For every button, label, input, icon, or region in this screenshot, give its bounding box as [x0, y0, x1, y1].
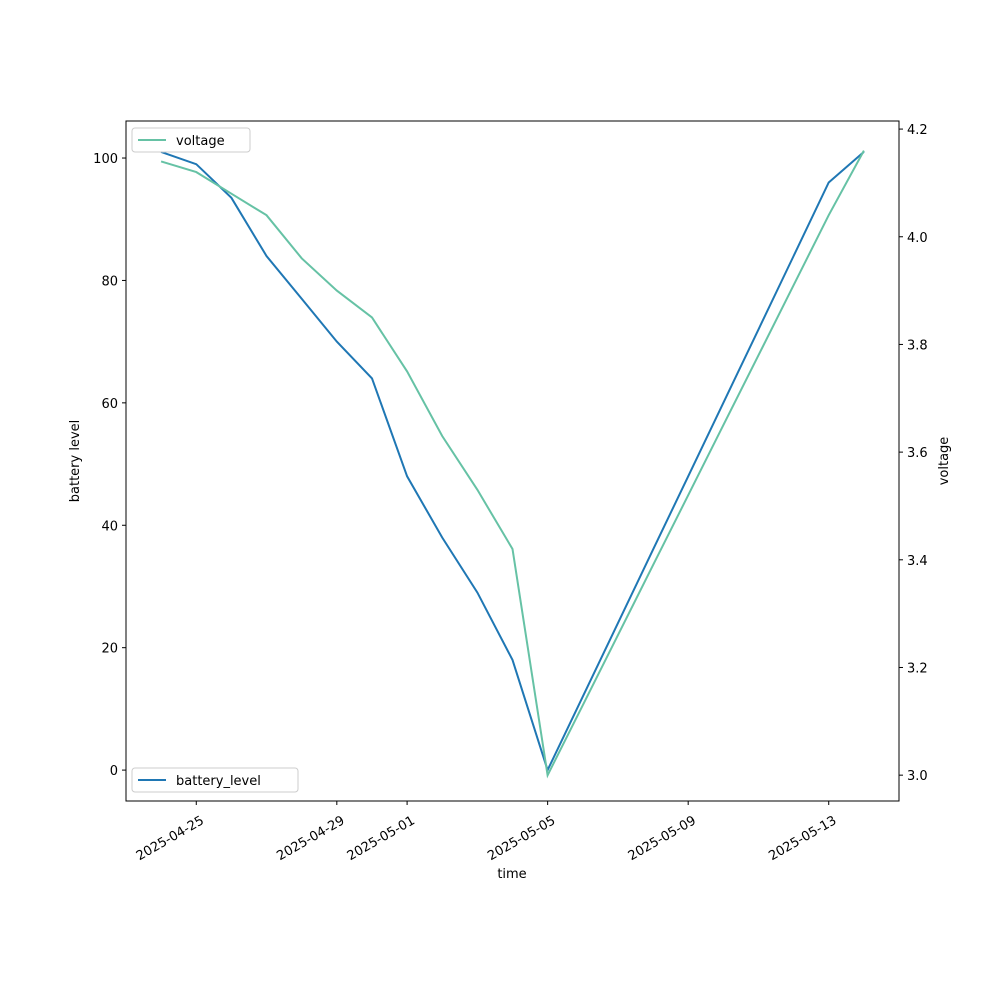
- x-tick-label: 2025-05-13: [766, 813, 839, 864]
- y2-axis-label: voltage: [937, 437, 952, 486]
- y-tick-label: 0: [110, 764, 118, 779]
- legend-box: [131, 767, 299, 793]
- legend-label: voltage: [176, 134, 225, 149]
- legend-label: battery_level: [176, 774, 261, 789]
- y2-tick-label: 3.6: [907, 446, 928, 461]
- x-tick-label: 2025-05-09: [626, 813, 699, 864]
- x-tick-label: 2025-05-05: [485, 813, 558, 864]
- y2-tick-label: 3.0: [907, 769, 928, 784]
- y-tick-label: 80: [101, 274, 118, 289]
- series-line: [160, 150, 865, 773]
- y-tick-label: 40: [101, 519, 118, 534]
- y2-tick-label: 3.2: [907, 661, 928, 676]
- y2-tick-label: 3.4: [907, 554, 928, 569]
- y-axis-label: battery level: [68, 420, 83, 503]
- y2-tick-label: 3.8: [907, 338, 928, 353]
- plot-frame: [125, 120, 900, 802]
- y-tick-label: 100: [93, 152, 118, 167]
- y-tick-label: 60: [101, 397, 118, 412]
- x-tick-label: 2025-04-25: [134, 813, 207, 864]
- legend-box: [131, 127, 251, 153]
- series-line: [160, 150, 865, 779]
- x-axis-label: time: [497, 867, 526, 882]
- y2-tick-label: 4.2: [907, 123, 928, 138]
- x-tick-label: 2025-05-01: [345, 813, 418, 864]
- y2-tick-label: 4.0: [907, 231, 928, 246]
- y-tick-label: 20: [101, 642, 118, 657]
- x-tick-label: 2025-04-29: [274, 813, 347, 864]
